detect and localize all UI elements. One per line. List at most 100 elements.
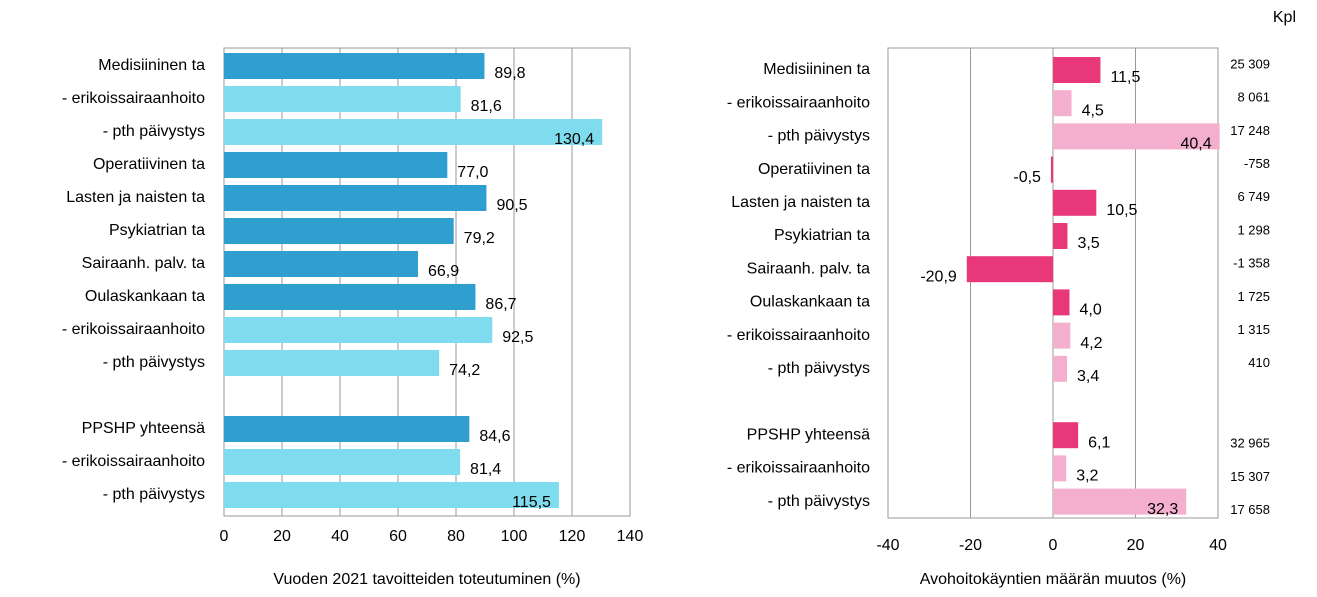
count-label: 410 xyxy=(1248,355,1270,370)
category-label: Lasten ja naisten ta xyxy=(66,189,205,206)
value-label: 66,9 xyxy=(428,263,459,280)
category-label: PPSHP yhteensä xyxy=(747,426,870,443)
bar xyxy=(224,251,419,277)
value-label: 115,5 xyxy=(512,494,551,511)
category-label: Operatiivinen ta xyxy=(93,156,205,173)
bar xyxy=(1053,355,1068,382)
count-label: 17 248 xyxy=(1230,123,1270,138)
category-label: Psykiatrian ta xyxy=(774,227,870,244)
value-label: 4,0 xyxy=(1080,302,1102,319)
counts-header: Kpl xyxy=(1273,9,1296,26)
count-label: 15 307 xyxy=(1230,469,1270,484)
bar xyxy=(224,284,476,310)
x-tick-label: 0 xyxy=(220,528,229,545)
category-label: Oulaskankaan ta xyxy=(750,294,870,311)
bar xyxy=(224,317,493,343)
x-tick-label: 20 xyxy=(273,528,291,545)
value-label: 92,5 xyxy=(502,329,533,346)
count-label: 6 749 xyxy=(1237,189,1270,204)
count-label: 17 658 xyxy=(1230,502,1270,517)
value-label: 40,4 xyxy=(1181,136,1212,153)
plot-frame xyxy=(887,47,1219,519)
value-label: 74,2 xyxy=(449,362,480,379)
count-label: 1 725 xyxy=(1237,289,1270,304)
bar xyxy=(1053,90,1072,117)
x-tick-label: 40 xyxy=(331,528,349,545)
category-label: PPSHP yhteensä xyxy=(82,420,205,437)
bar xyxy=(1053,422,1079,449)
x-tick-label: 60 xyxy=(389,528,407,545)
plot-frame xyxy=(223,47,631,517)
category-label: - pth päivystys xyxy=(768,360,870,377)
category-label: - erikoissairaanhoito xyxy=(727,94,870,111)
value-label: 81,4 xyxy=(470,461,501,478)
x-tick-label: 140 xyxy=(617,528,644,545)
value-label: 10,5 xyxy=(1106,202,1137,219)
category-label: Oulaskankaan ta xyxy=(85,288,205,305)
count-label: -1 358 xyxy=(1233,256,1270,271)
bar xyxy=(1053,488,1187,515)
value-label: 89,8 xyxy=(494,65,525,82)
value-label: 79,2 xyxy=(464,230,495,247)
category-label: Sairaanh. palv. ta xyxy=(82,255,205,272)
x-tick-label: -20 xyxy=(959,537,982,554)
x-axis-title: Avohoitokäyntien määrän muutos (%) xyxy=(920,571,1187,588)
value-label: 6,1 xyxy=(1088,434,1110,451)
category-label: Medisiininen ta xyxy=(98,57,205,74)
bar xyxy=(224,53,485,79)
bar xyxy=(1053,57,1101,83)
category-label: Sairaanh. palv. ta xyxy=(747,260,870,277)
x-tick-label: 80 xyxy=(447,528,465,545)
count-label: 1 315 xyxy=(1237,322,1270,337)
value-label: 81,6 xyxy=(471,98,502,115)
category-label: - erikoissairaanhoito xyxy=(62,321,205,338)
bar xyxy=(224,185,487,211)
value-label: 32,3 xyxy=(1147,501,1178,518)
value-label: -20,9 xyxy=(920,268,957,285)
category-label: - erikoissairaanhoito xyxy=(727,460,870,477)
bar xyxy=(1053,289,1070,316)
value-label: 4,2 xyxy=(1080,335,1102,352)
value-label: 11,5 xyxy=(1110,69,1140,86)
category-label: Medisiininen ta xyxy=(763,61,870,78)
bar xyxy=(1053,123,1220,150)
bar xyxy=(224,416,470,442)
category-label: - pth päivystys xyxy=(768,128,870,145)
bar xyxy=(224,482,559,508)
count-label: 1 298 xyxy=(1237,222,1270,237)
bar xyxy=(224,218,454,244)
bar xyxy=(1053,223,1068,249)
bar xyxy=(1053,189,1097,216)
value-label: 77,0 xyxy=(457,164,488,181)
bar xyxy=(1050,156,1053,183)
value-label: 84,6 xyxy=(479,428,510,445)
count-label: 8 061 xyxy=(1237,90,1270,105)
value-label: 3,5 xyxy=(1077,235,1099,252)
value-label: 3,4 xyxy=(1077,368,1099,385)
bar xyxy=(224,350,440,376)
x-tick-label: 120 xyxy=(559,528,586,545)
value-label: 86,7 xyxy=(485,296,516,313)
category-label: - erikoissairaanhoito xyxy=(62,453,205,470)
x-tick-label: 100 xyxy=(501,528,528,545)
value-label: 4,5 xyxy=(1082,102,1104,119)
bar xyxy=(966,256,1053,283)
value-label: 130,4 xyxy=(554,131,594,148)
value-label: 3,2 xyxy=(1076,468,1098,485)
category-label: Psykiatrian ta xyxy=(109,222,205,239)
category-label: - pth päivystys xyxy=(103,486,205,503)
category-label: - erikoissairaanhoito xyxy=(727,327,870,344)
x-tick-label: -40 xyxy=(876,537,899,554)
category-label: - pth päivystys xyxy=(103,123,205,140)
bar xyxy=(224,119,603,145)
value-label: -0,5 xyxy=(1013,169,1041,186)
x-axis-title: Vuoden 2021 tavoitteiden toteutuminen (%… xyxy=(273,571,580,588)
x-tick-label: 0 xyxy=(1049,537,1058,554)
bar xyxy=(224,449,461,475)
category-label: - pth päivystys xyxy=(103,354,205,371)
x-tick-label: 40 xyxy=(1209,537,1227,554)
category-label: Operatiivinen ta xyxy=(758,161,870,178)
bar xyxy=(224,86,461,112)
count-label: 25 309 xyxy=(1230,56,1270,71)
